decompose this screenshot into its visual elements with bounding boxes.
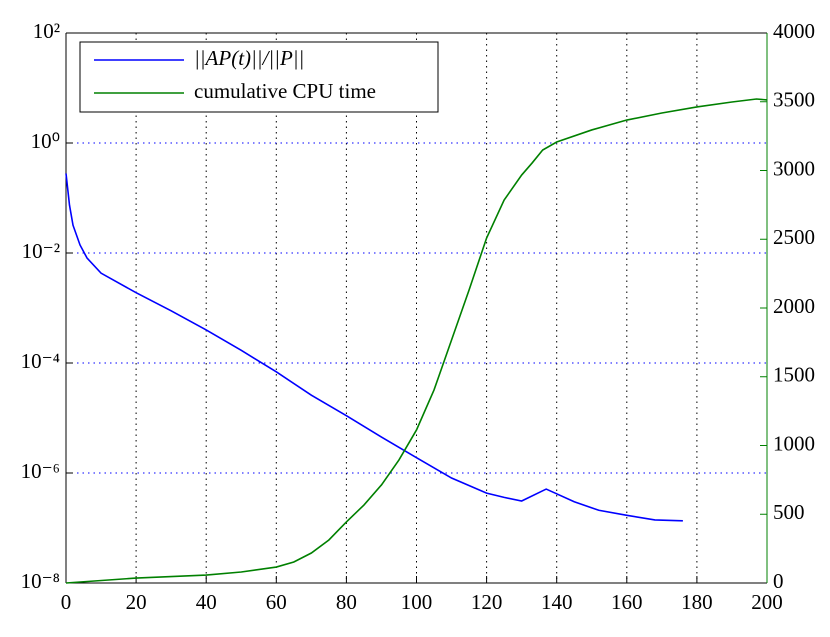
y2-tick-label: 4000 <box>773 19 815 43</box>
y-tick-label: 10⁻⁴ <box>21 349 60 373</box>
y-tick-label: 10⁻² <box>22 239 60 263</box>
y2-tick-label: 1000 <box>773 431 815 455</box>
legend-label: ||AP(t)||/||P|| <box>194 46 304 70</box>
y2-tick-label: 1500 <box>773 363 815 387</box>
x-tick-label: 20 <box>126 590 147 614</box>
y-tick-label: 10⁻⁶ <box>21 459 60 483</box>
y2-tick-label: 0 <box>773 569 784 593</box>
y2-tick-label: 3000 <box>773 156 815 180</box>
legend-label: cumulative CPU time <box>194 79 376 103</box>
x-tick-label: 40 <box>196 590 217 614</box>
x-tick-label: 80 <box>336 590 357 614</box>
y-tick-label: 10⁰ <box>31 129 60 153</box>
x-tick-label: 0 <box>61 590 72 614</box>
x-tick-label: 140 <box>541 590 573 614</box>
y2-tick-label: 2000 <box>773 294 815 318</box>
y2-tick-label: 3500 <box>773 88 815 112</box>
series-line <box>65 173 683 522</box>
x-tick-label: 60 <box>266 590 287 614</box>
y2-tick-label: 2500 <box>773 225 815 249</box>
y-tick-label: 10⁻⁸ <box>21 569 60 593</box>
x-tick-label: 100 <box>401 590 433 614</box>
legend-box <box>79 41 439 113</box>
x-tick-label: 120 <box>471 590 503 614</box>
x-tick-label: 160 <box>611 590 643 614</box>
x-tick-label: 180 <box>681 590 713 614</box>
x-tick-label: 200 <box>751 590 783 614</box>
y-tick-label: 10² <box>33 19 60 43</box>
series-line <box>65 98 768 584</box>
y2-tick-label: 500 <box>773 500 805 524</box>
